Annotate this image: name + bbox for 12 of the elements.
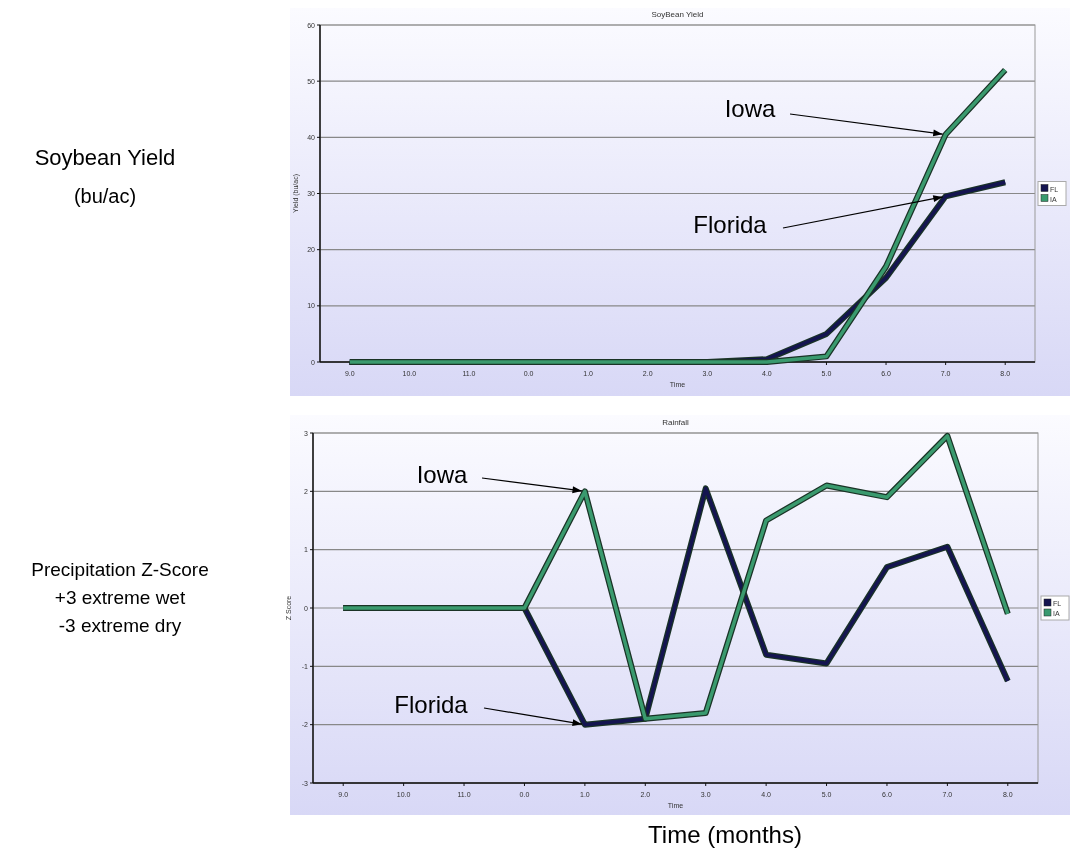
text: Soybean Yield bbox=[34, 145, 176, 170]
text: (bu/ac) bbox=[73, 185, 137, 207]
chart-title: Rainfall bbox=[662, 418, 690, 427]
text: Precipitation Z-Score bbox=[31, 559, 209, 580]
annotation: Florida bbox=[394, 691, 469, 718]
annotation: Iowa bbox=[416, 461, 468, 488]
chart-title: SoyBean Yield bbox=[651, 10, 704, 19]
text: -3 extreme dry bbox=[58, 615, 182, 636]
text: +3 extreme wet bbox=[54, 587, 186, 608]
text: Time (months) bbox=[648, 821, 802, 848]
annotation: Florida bbox=[693, 211, 768, 238]
annotation: Iowa bbox=[724, 95, 776, 122]
